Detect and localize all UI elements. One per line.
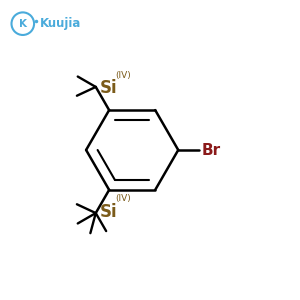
Text: K: K — [19, 19, 27, 29]
Text: Si: Si — [100, 202, 118, 220]
Text: Si: Si — [100, 80, 118, 98]
Text: (IV): (IV) — [115, 70, 131, 80]
Text: (IV): (IV) — [115, 194, 131, 203]
Text: Br: Br — [201, 142, 220, 158]
Text: Kuujia: Kuujia — [39, 17, 81, 30]
